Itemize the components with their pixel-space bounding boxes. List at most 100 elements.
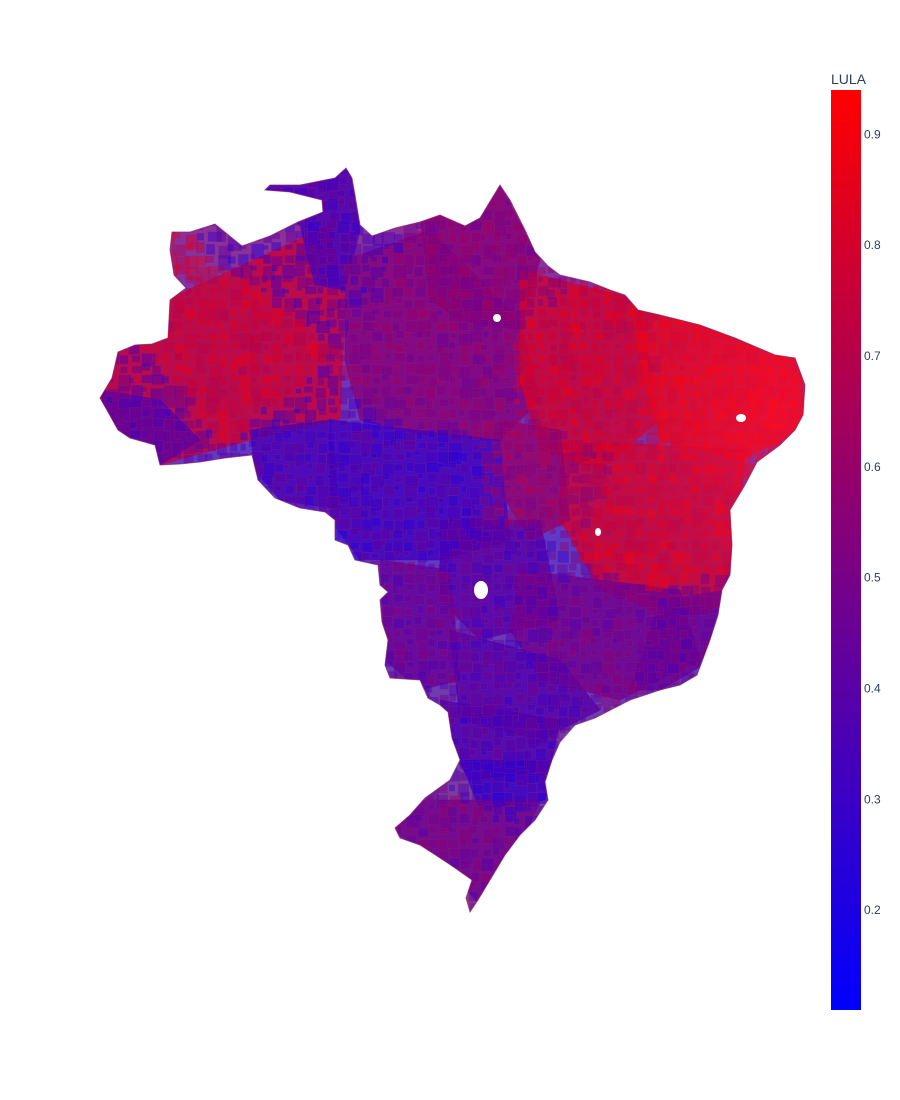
municipality-cell (339, 715, 346, 723)
municipality-cell (428, 377, 438, 389)
municipality-cell (238, 662, 244, 669)
municipality-cell (504, 408, 511, 414)
municipality-cell (624, 795, 639, 807)
municipality-cell (690, 190, 698, 199)
municipality-cell (790, 553, 802, 561)
municipality-cell (251, 770, 265, 783)
municipality-cell (361, 641, 376, 657)
municipality-cell (129, 838, 135, 846)
municipality-cell (196, 814, 206, 826)
municipality-cell (252, 396, 261, 408)
municipality-cell (117, 608, 124, 616)
municipality-cell (449, 795, 464, 809)
municipality-cell (733, 309, 742, 319)
municipality-cell (626, 275, 638, 288)
municipality-cell (207, 794, 220, 805)
municipality-cell (769, 553, 780, 564)
municipality-cell (109, 476, 119, 484)
municipality-cell (383, 881, 391, 889)
municipality-cell (141, 660, 155, 678)
municipality-cell (604, 190, 617, 200)
municipality-cell (767, 893, 780, 907)
municipality-cell (205, 806, 217, 817)
municipality-cell (118, 407, 130, 422)
municipality-cell (723, 640, 735, 653)
municipality-cell (800, 441, 805, 452)
colorbar-tick-label: 0.7 (864, 349, 881, 363)
municipality-cell (725, 617, 732, 625)
municipality-cell (371, 331, 383, 342)
municipality-cell (127, 519, 142, 538)
municipality-cell (602, 901, 615, 912)
municipality-cell (425, 685, 433, 693)
municipality-cell (472, 353, 486, 365)
municipality-cell (780, 835, 788, 845)
municipality-cell (118, 638, 132, 653)
municipality-cell (151, 550, 164, 564)
municipality-cell (557, 661, 570, 674)
municipality-cell (535, 177, 550, 192)
municipality-cell (767, 805, 780, 815)
municipality-cell (120, 826, 133, 838)
municipality-cell (195, 671, 205, 680)
municipality-cell (480, 564, 493, 578)
municipality-cell (395, 682, 404, 690)
municipality-cell (149, 475, 162, 489)
municipality-cell (219, 772, 231, 785)
municipality-cell (163, 794, 173, 804)
municipality-cell (692, 254, 702, 262)
municipality-cell (151, 373, 164, 386)
municipality-cell (316, 637, 328, 646)
municipality-cell (174, 605, 189, 622)
municipality-cell (703, 681, 714, 692)
municipality-cell (523, 640, 530, 647)
municipality-cell (348, 410, 356, 418)
municipality-cell (329, 584, 336, 590)
municipality-cell (670, 904, 680, 912)
municipality-cell (735, 189, 743, 195)
municipality-cell (416, 431, 423, 440)
municipality-cell (513, 198, 524, 211)
municipality-cell (691, 244, 704, 259)
municipality-cell (326, 264, 340, 281)
municipality-cell (612, 715, 622, 725)
municipality-cell (293, 267, 306, 277)
municipality-cell (756, 188, 769, 201)
municipality-cell (204, 725, 214, 735)
municipality-cell (141, 409, 151, 417)
municipality-cell (120, 563, 132, 573)
municipality-cell (480, 344, 488, 351)
municipality-cell (480, 683, 488, 690)
municipality-cell (538, 849, 551, 863)
municipality-cell (230, 825, 242, 838)
municipality-cell (634, 792, 645, 806)
municipality-cell (194, 476, 205, 486)
municipality-cell (215, 212, 231, 227)
municipality-cell (438, 507, 444, 515)
municipality-cell (535, 738, 543, 747)
municipality-cell (121, 916, 132, 926)
municipality-cell (381, 265, 387, 273)
municipality-cell (360, 472, 371, 485)
municipality-cell (317, 882, 331, 893)
municipality-cell (426, 606, 436, 615)
municipality-cell (195, 365, 207, 374)
municipality-cell (195, 530, 208, 543)
municipality-cell (667, 781, 680, 796)
municipality-cell (405, 363, 417, 373)
municipality-cell (458, 308, 464, 314)
municipality-cell (735, 892, 745, 903)
municipality-cell (527, 827, 537, 838)
municipality-cell (293, 836, 305, 847)
municipality-cell (194, 574, 207, 587)
municipality-cell (150, 245, 164, 256)
municipality-cell (800, 773, 805, 781)
municipality-cell (788, 871, 802, 886)
municipality-cell (119, 168, 132, 178)
municipality-cell (327, 847, 334, 854)
municipality-cell (359, 628, 372, 640)
municipality-cell (689, 693, 701, 708)
municipality-cell (161, 375, 170, 384)
municipality-cell (173, 904, 187, 912)
municipality-cell (229, 782, 239, 789)
